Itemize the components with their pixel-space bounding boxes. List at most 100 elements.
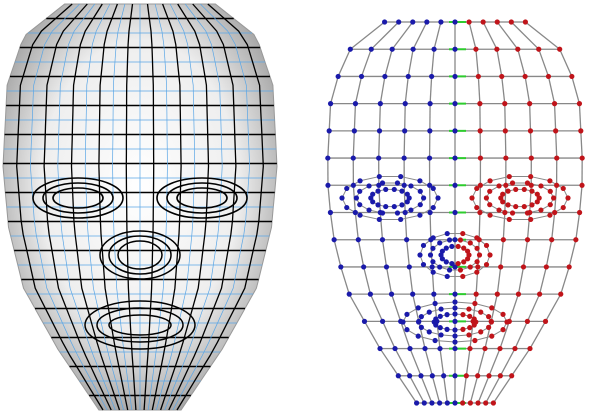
landmark-node — [512, 345, 518, 352]
landmark-node — [452, 327, 458, 333]
landmark-node — [402, 209, 408, 216]
edge — [478, 212, 481, 240]
landmark-node — [452, 128, 458, 134]
edge — [443, 375, 448, 404]
landmark-node — [452, 209, 458, 216]
landmark-node — [551, 195, 557, 201]
edge — [352, 130, 356, 159]
edge — [522, 239, 529, 268]
landmark-node — [547, 178, 553, 184]
edge — [474, 303, 492, 309]
landmark-node — [578, 128, 584, 134]
landmark-node — [457, 237, 464, 243]
mesh-column — [168, 3, 237, 411]
landmark-node — [426, 309, 432, 315]
edge — [403, 130, 406, 159]
landmark-node — [416, 319, 422, 325]
landmark-node — [457, 267, 464, 273]
landmark-node — [379, 180, 386, 186]
landmark-node — [478, 329, 484, 335]
landmark-node — [500, 327, 506, 333]
landmark-node — [325, 155, 331, 161]
landmark-node — [400, 319, 406, 325]
landmark-node — [443, 245, 449, 251]
landmark-node — [487, 252, 493, 258]
edge — [526, 212, 531, 240]
landmark-node — [469, 195, 475, 201]
eye-loop — [32, 177, 124, 219]
landmark-node — [538, 207, 544, 213]
landmark-node — [427, 101, 433, 107]
eye-loop — [156, 177, 248, 219]
landmark-node — [427, 209, 433, 216]
landmark-node — [452, 400, 458, 406]
edge — [529, 130, 532, 159]
edge — [524, 21, 561, 50]
landmark-node — [528, 155, 534, 161]
landmark-node — [576, 209, 583, 216]
landmark-node — [388, 291, 395, 297]
edge — [353, 103, 357, 131]
edge — [435, 301, 456, 305]
mesh-column — [30, 3, 108, 411]
landmark-node — [398, 173, 404, 180]
edge — [409, 348, 422, 377]
landmark-node — [402, 128, 408, 134]
edge — [571, 76, 581, 104]
landmark-node — [528, 182, 534, 188]
edge — [394, 348, 411, 377]
edge — [420, 375, 433, 404]
edge — [433, 21, 442, 50]
edge — [468, 21, 477, 50]
landmark-node — [566, 264, 572, 270]
edge — [501, 76, 506, 104]
edge — [538, 48, 550, 77]
landmark-node — [432, 337, 438, 344]
landmark-node — [394, 210, 401, 216]
landmark-node — [449, 260, 455, 267]
edge — [488, 348, 501, 377]
landmark-node — [560, 204, 566, 211]
edge — [465, 348, 471, 376]
edge — [554, 130, 558, 159]
landmark-node — [534, 199, 540, 205]
landmark-node — [452, 318, 458, 324]
landmark-node — [473, 291, 479, 297]
landmark-node — [325, 182, 331, 188]
edge — [379, 212, 384, 240]
edge — [329, 76, 339, 104]
landmark-node — [466, 306, 472, 312]
landmark-node — [505, 188, 511, 194]
mesh-column — [172, 3, 250, 411]
landmark-node — [398, 216, 404, 223]
nose-loop — [99, 230, 181, 280]
landmark-node — [346, 291, 352, 297]
landmark-node — [410, 46, 416, 52]
edge — [404, 76, 409, 104]
landmark-node — [327, 101, 334, 107]
landmark-node — [483, 400, 489, 406]
edge — [418, 303, 436, 309]
landmark-node — [422, 345, 428, 352]
landmark-node — [467, 240, 473, 246]
landmark-node — [438, 306, 444, 312]
landmark-graph — [325, 19, 585, 406]
edge — [477, 348, 486, 376]
landmark-node — [500, 191, 506, 197]
landmark-node — [534, 191, 540, 197]
landmark-node — [528, 216, 534, 223]
edge — [340, 266, 350, 295]
landmark-node — [357, 202, 363, 208]
landmark-node — [446, 237, 453, 243]
edge — [496, 21, 519, 50]
landmark-node — [522, 19, 529, 25]
landmark-node — [552, 209, 558, 216]
landmark-node — [505, 202, 511, 208]
landmark-node — [404, 311, 410, 317]
edge — [578, 185, 583, 213]
landmark-node — [379, 210, 386, 216]
edge — [408, 266, 414, 295]
landmark-node — [477, 128, 483, 134]
landmark-node — [437, 264, 443, 270]
landmark-node — [331, 237, 337, 243]
